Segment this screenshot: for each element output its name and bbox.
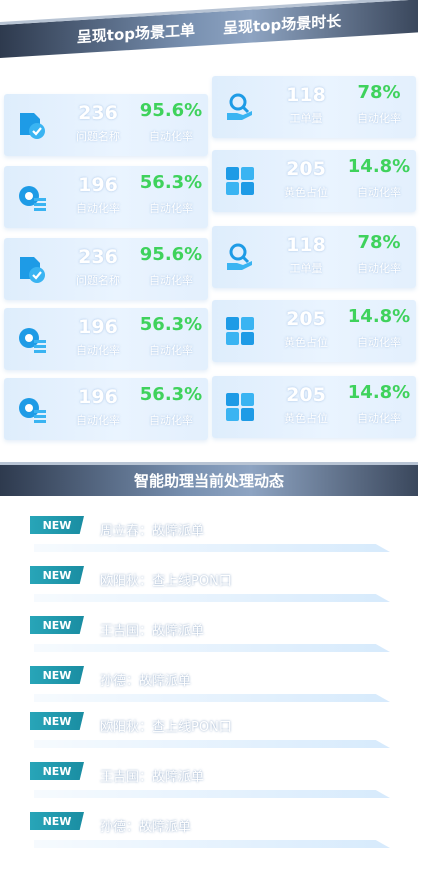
metric-card[interactable]: 205 黄色占位 14.8% 自动化率 — [212, 376, 416, 438]
card-percent: 56.3% — [139, 384, 203, 405]
card-percent: 56.3% — [139, 314, 203, 335]
metric-card[interactable]: 196 自动化率 56.3% 自动化率 — [4, 378, 208, 440]
card-count: 205 — [286, 384, 326, 406]
card-count: 205 — [286, 308, 326, 330]
title-scene-duration: 呈现top场景时长 — [223, 12, 342, 38]
grid-icon — [224, 165, 256, 197]
card-count-label: 黄色占位 — [284, 186, 328, 199]
grid-icon — [224, 315, 256, 347]
card-count: 205 — [286, 158, 326, 180]
card-count-label: 工单量 — [289, 112, 323, 125]
assistant-title: 智能助理当前处理动态 — [133, 472, 284, 490]
feed-text: 周立春：故障派单 — [100, 524, 205, 539]
card-percent-label: 自动化率 — [357, 262, 401, 275]
card-count-label: 黄色占位 — [284, 412, 328, 425]
card-count-label: 自动化率 — [76, 414, 120, 427]
card-count-label: 黄色占位 — [284, 336, 328, 349]
card-count-label: 工单量 — [289, 262, 323, 275]
new-badge: NEW — [30, 616, 84, 634]
metric-card[interactable]: 205 黄色占位 14.8% 自动化率 — [212, 150, 416, 212]
card-percent: 14.8% — [347, 156, 411, 177]
card-count-label: 问题名称 — [76, 274, 120, 287]
card-percent: 78% — [357, 232, 401, 253]
card-percent: 14.8% — [347, 382, 411, 403]
gear-list-icon — [16, 323, 48, 355]
header-banner: 呈现top场景工单 呈现top场景时长 — [0, 0, 418, 58]
card-count-label: 问题名称 — [76, 130, 120, 143]
search-hand-icon — [224, 241, 256, 273]
feed-text: 王吉国：故障派单 — [100, 770, 205, 785]
feed-item[interactable]: NEW 王吉国：故障派单 — [30, 612, 390, 652]
metric-card[interactable]: 118 工单量 78% 自动化率 — [212, 226, 416, 288]
feed-text: 欧阳秋：查上线PON口 — [100, 720, 232, 735]
card-percent: 56.3% — [139, 172, 203, 193]
metric-card[interactable]: 118 工单量 78% 自动化率 — [212, 76, 416, 138]
new-badge: NEW — [30, 762, 84, 780]
feed-item[interactable]: NEW 孙德：故障派单 — [30, 662, 390, 702]
metric-card[interactable]: 236 问题名称 95.6% 自动化率 — [4, 238, 208, 300]
new-badge: NEW — [30, 812, 84, 830]
feed-text: 孙德：故障派单 — [100, 820, 192, 835]
card-percent-label: 自动化率 — [149, 202, 193, 215]
feed-divider — [34, 644, 390, 652]
card-percent-label: 自动化率 — [357, 412, 401, 425]
card-percent: 78% — [357, 82, 401, 103]
feed-item[interactable]: NEW 欧阳秋：查上线PON口 — [30, 562, 390, 602]
gear-list-icon — [16, 181, 48, 213]
feed-divider — [34, 694, 390, 702]
card-percent-label: 自动化率 — [357, 112, 401, 125]
grid-icon — [224, 391, 256, 423]
feed-divider — [34, 840, 390, 848]
feed-divider — [34, 544, 390, 552]
card-count: 118 — [286, 84, 326, 106]
card-percent: 95.6% — [139, 244, 203, 265]
feed-item[interactable]: NEW 周立春：故障派单 — [30, 512, 390, 552]
metric-card[interactable]: 205 黄色占位 14.8% 自动化率 — [212, 300, 416, 362]
card-count: 118 — [286, 234, 326, 256]
feed-divider — [34, 740, 390, 748]
card-count: 196 — [78, 386, 118, 408]
feed-divider — [34, 594, 390, 602]
card-count: 236 — [78, 246, 118, 268]
search-hand-icon — [224, 91, 256, 123]
feed-item[interactable]: NEW 王吉国：故障派单 — [30, 758, 390, 798]
feed-text: 孙德：故障派单 — [100, 674, 192, 689]
metric-card[interactable]: 196 自动化率 56.3% 自动化率 — [4, 166, 208, 228]
card-count: 196 — [78, 174, 118, 196]
new-badge: NEW — [30, 712, 84, 730]
card-percent-label: 自动化率 — [149, 344, 193, 357]
card-count: 236 — [78, 102, 118, 124]
card-percent-label: 自动化率 — [149, 274, 193, 287]
doc-check-icon — [16, 253, 48, 285]
card-percent: 14.8% — [347, 306, 411, 327]
feed-item[interactable]: NEW 欧阳秋：查上线PON口 — [30, 708, 390, 748]
feed-divider — [34, 790, 390, 798]
card-percent-label: 自动化率 — [357, 186, 401, 199]
title-scene-orders: 呈现top场景工单 — [76, 21, 195, 47]
new-badge: NEW — [30, 666, 84, 684]
card-percent-label: 自动化率 — [149, 414, 193, 427]
feed-text: 王吉国：故障派单 — [100, 624, 205, 639]
metric-card[interactable]: 236 问题名称 95.6% 自动化率 — [4, 94, 208, 156]
card-percent-label: 自动化率 — [357, 336, 401, 349]
card-count-label: 自动化率 — [76, 344, 120, 357]
doc-check-icon — [16, 109, 48, 141]
new-badge: NEW — [30, 566, 84, 584]
card-count-label: 自动化率 — [76, 202, 120, 215]
card-count: 196 — [78, 316, 118, 338]
feed-item[interactable]: NEW 孙德：故障派单 — [30, 808, 390, 848]
assistant-banner: 智能助理当前处理动态 — [0, 462, 418, 496]
card-percent-label: 自动化率 — [149, 130, 193, 143]
feed-text: 欧阳秋：查上线PON口 — [100, 574, 232, 589]
card-percent: 95.6% — [139, 100, 203, 121]
metric-card[interactable]: 196 自动化率 56.3% 自动化率 — [4, 308, 208, 370]
gear-list-icon — [16, 393, 48, 425]
new-badge: NEW — [30, 516, 84, 534]
